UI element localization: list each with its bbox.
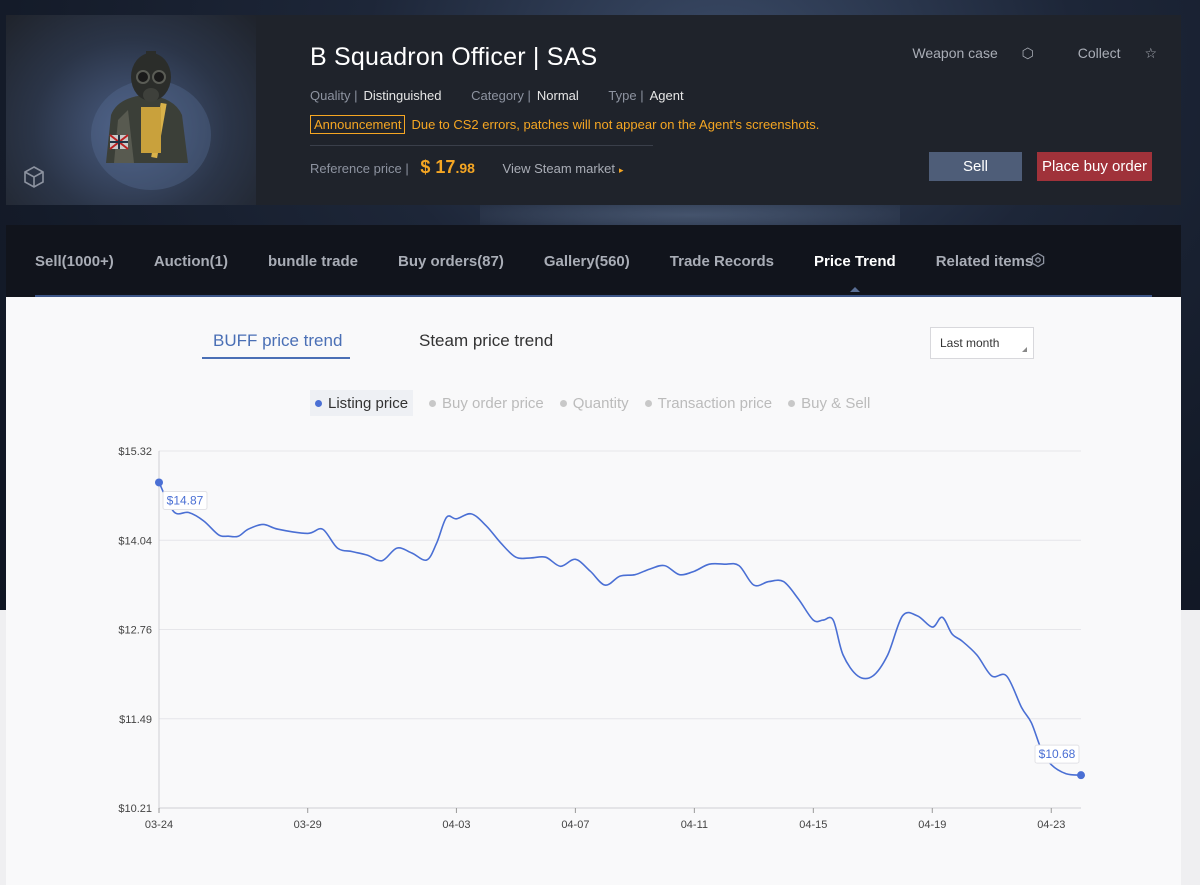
x-tick-label: 04-11 — [681, 819, 708, 831]
collect-button[interactable]: Collect ☆ — [1077, 45, 1157, 61]
tabs: Sell(1000+) Auction(1) bundle trade Buy … — [35, 253, 1073, 292]
star-icon: ☆ — [1144, 45, 1157, 61]
y-tick-label: $12.76 — [118, 625, 152, 637]
y-tick-label: $10.21 — [118, 803, 152, 815]
header-divider — [310, 145, 653, 146]
announcement-text: Due to CS2 errors, patches will not appe… — [411, 117, 820, 132]
legend-quantity[interactable]: Quantity — [559, 390, 629, 416]
x-tick-label: 04-07 — [561, 819, 589, 831]
tab-buy-orders[interactable]: Buy orders(87) — [398, 253, 504, 270]
tab-trade-records[interactable]: Trade Records — [669, 253, 774, 270]
view-steam-market-link[interactable]: View Steam market ▸ — [502, 161, 624, 176]
tab-bar: Sell(1000+) Auction(1) bundle trade Buy … — [6, 225, 1181, 297]
data-point — [1077, 771, 1085, 780]
tab-sell[interactable]: Sell(1000+) — [35, 253, 114, 270]
series-line-listing-price — [158, 482, 1082, 776]
item-image — [6, 15, 256, 205]
header-actions: Weapon case ⬡ Collect ☆ — [872, 45, 1157, 62]
tab-auction[interactable]: Auction(1) — [153, 253, 228, 270]
tab-price-trend[interactable]: Price Trend — [813, 253, 896, 292]
data-label: $10.68 — [1039, 747, 1076, 761]
legend-buy-order-price[interactable]: Buy order price — [429, 390, 544, 416]
tab-gallery[interactable]: Gallery(560) — [543, 253, 630, 270]
category-value: Normal — [536, 88, 579, 103]
x-tick-label: 03-29 — [294, 819, 322, 831]
3d-cube-icon[interactable] — [22, 165, 46, 189]
x-tick-label: 03-24 — [145, 819, 173, 831]
reference-price: Reference price | $ 17.98 View Steam mar… — [310, 157, 624, 178]
legend-buy-and-sell[interactable]: Buy & Sell — [788, 390, 870, 416]
data-point — [155, 478, 163, 487]
time-range-select[interactable]: Last month — [930, 327, 1034, 359]
announcement: Announcement Due to CS2 errors, patches w… — [310, 115, 819, 134]
weapon-case-link[interactable]: Weapon case ⬡ — [912, 45, 1034, 61]
data-label-box — [162, 490, 208, 510]
item-header: B Squadron Officer | SAS Quality | Distin… — [6, 15, 1181, 205]
buff-price-trend-tab[interactable]: BUFF price trend — [213, 331, 343, 350]
place-buy-order-button[interactable]: Place buy order — [1037, 152, 1152, 181]
legend-listing-price[interactable]: Listing price — [310, 390, 414, 416]
chart-legend: Listing price Buy order price Quantity T… — [310, 390, 886, 416]
legend-transaction-price[interactable]: Transaction price — [644, 390, 772, 416]
gear-icon[interactable] — [1030, 252, 1046, 268]
category-label: Category | — [471, 88, 531, 103]
price-trend-chart: $15.32 $14.04 $12.76 $11.49 $10.21 03-24 03-29… — [118, 446, 1085, 831]
x-tick-label: 04-19 — [918, 819, 946, 831]
item-title: B Squadron Officer | SAS — [310, 43, 598, 71]
type-value: Agent — [649, 88, 684, 103]
price-trend-panel: BUFF price trend Steam price trend Last … — [6, 297, 1181, 885]
chevron-right-icon: ▸ — [619, 165, 624, 175]
quality-value: Distinguished — [363, 88, 442, 103]
reference-label: Reference price | — [310, 161, 409, 176]
tab-underline — [35, 295, 1152, 297]
x-tick-label: 04-23 — [1037, 819, 1065, 831]
announcement-tag: Announcement — [310, 115, 406, 134]
item-meta: Quality | Distinguished Category | Normal … — [310, 88, 710, 103]
y-tick-label: $14.04 — [118, 535, 152, 547]
data-label: $14.87 — [167, 493, 204, 507]
steam-price-trend-tab[interactable]: Steam price trend — [419, 331, 554, 350]
caret-icon — [1022, 347, 1027, 352]
tab-related-items[interactable]: Related items — [935, 253, 1034, 270]
quality-label: Quality | — [310, 88, 358, 103]
sell-button[interactable]: Sell — [929, 152, 1022, 181]
y-tick-label: $15.32 — [118, 446, 152, 458]
agent-figure-icon — [91, 51, 211, 190]
tab-bundle-trade[interactable]: bundle trade — [267, 253, 358, 270]
data-label-box — [1034, 744, 1080, 764]
active-subtab-underline — [202, 357, 350, 359]
x-tick-label: 04-03 — [442, 819, 470, 831]
type-label: Type | — [608, 88, 644, 103]
reference-price-value: $ 17.98 — [420, 157, 475, 177]
cube-icon: ⬡ — [1021, 45, 1034, 61]
x-tick-label: 04-15 — [799, 819, 827, 831]
y-tick-label: $11.49 — [119, 714, 152, 726]
